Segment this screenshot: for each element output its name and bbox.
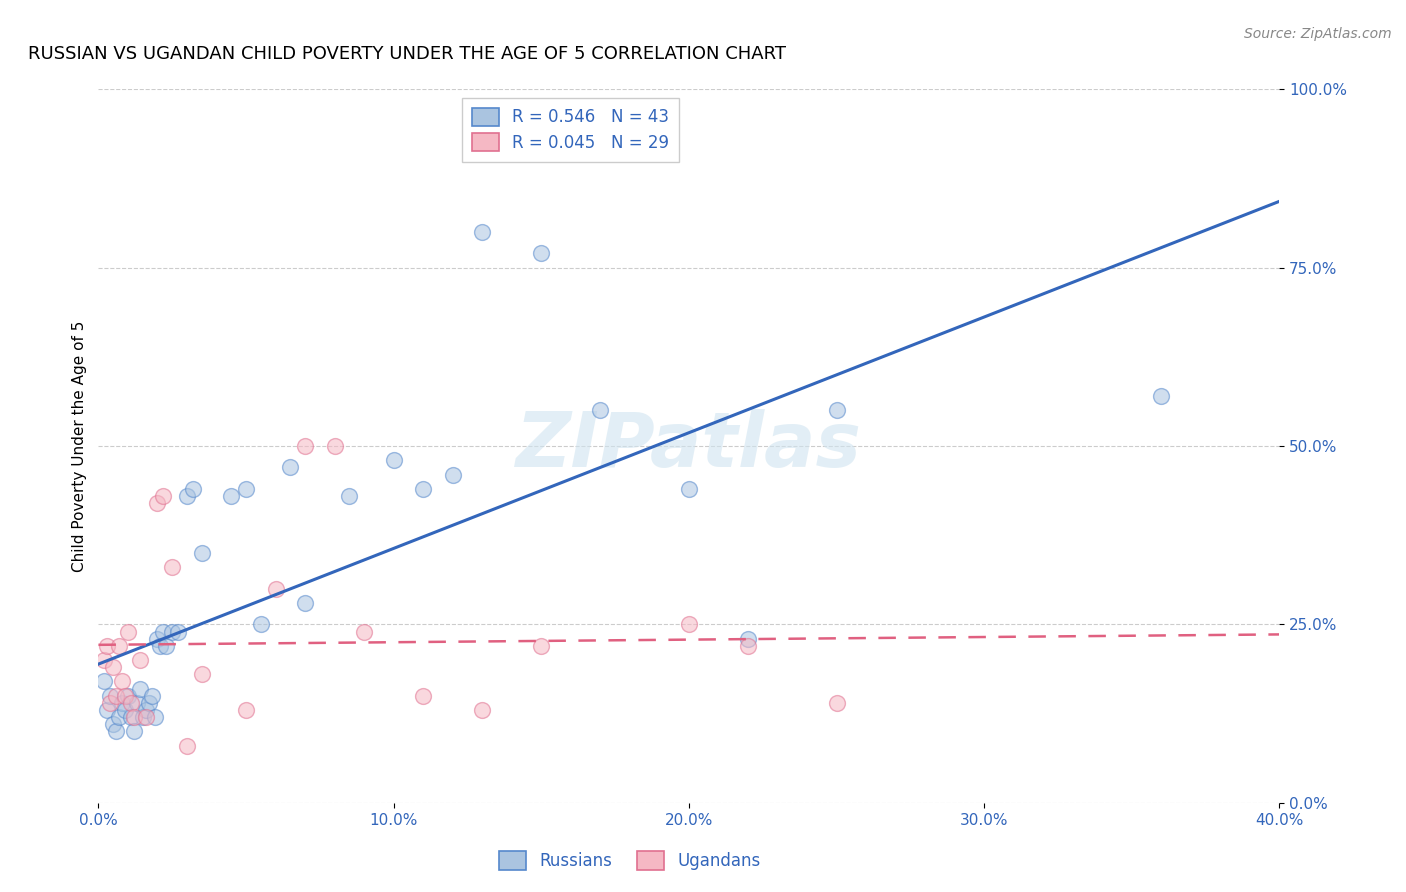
Text: Source: ZipAtlas.com: Source: ZipAtlas.com xyxy=(1244,27,1392,41)
Point xyxy=(323,439,346,453)
Point xyxy=(152,489,174,503)
Point xyxy=(120,710,142,724)
Text: ZIPatlas: ZIPatlas xyxy=(516,409,862,483)
Point xyxy=(412,482,434,496)
Point xyxy=(294,439,316,453)
Point xyxy=(111,674,134,689)
Point xyxy=(176,489,198,503)
Point xyxy=(337,489,360,503)
Point xyxy=(105,689,128,703)
Point xyxy=(93,674,115,689)
Point xyxy=(108,639,131,653)
Point xyxy=(143,710,166,724)
Point xyxy=(250,617,273,632)
Point xyxy=(122,710,145,724)
Point xyxy=(1150,389,1173,403)
Point xyxy=(825,403,848,417)
Point xyxy=(678,617,700,632)
Point xyxy=(149,639,172,653)
Point xyxy=(167,624,190,639)
Point xyxy=(141,689,163,703)
Point xyxy=(219,489,243,503)
Point xyxy=(353,624,375,639)
Point xyxy=(105,724,128,739)
Point xyxy=(530,246,553,260)
Point xyxy=(103,660,125,674)
Point xyxy=(737,632,759,646)
Point xyxy=(98,689,121,703)
Point xyxy=(737,639,759,653)
Point xyxy=(120,696,142,710)
Point xyxy=(294,596,316,610)
Point xyxy=(96,703,118,717)
Point xyxy=(162,624,183,639)
Point xyxy=(125,696,148,710)
Point xyxy=(278,460,302,475)
Point xyxy=(135,703,157,717)
Point xyxy=(152,624,174,639)
Point xyxy=(678,482,700,496)
Point xyxy=(235,703,257,717)
Point xyxy=(117,624,139,639)
Point xyxy=(128,653,150,667)
Point xyxy=(146,496,169,510)
Point xyxy=(471,225,494,239)
Point xyxy=(589,403,612,417)
Point xyxy=(122,724,145,739)
Point xyxy=(103,717,125,731)
Point xyxy=(128,681,150,696)
Point xyxy=(135,710,157,724)
Y-axis label: Child Poverty Under the Age of 5: Child Poverty Under the Age of 5 xyxy=(72,320,87,572)
Point xyxy=(412,689,434,703)
Point xyxy=(181,482,204,496)
Point xyxy=(191,667,214,681)
Point xyxy=(111,696,134,710)
Point xyxy=(191,546,214,560)
Point xyxy=(264,582,287,596)
Point xyxy=(96,639,118,653)
Point xyxy=(93,653,115,667)
Point xyxy=(825,696,848,710)
Point xyxy=(441,467,464,482)
Point xyxy=(108,710,131,724)
Legend: Russians, Ugandans: Russians, Ugandans xyxy=(489,841,770,880)
Point xyxy=(138,696,160,710)
Point xyxy=(162,560,183,574)
Point xyxy=(471,703,494,717)
Point xyxy=(235,482,257,496)
Text: RUSSIAN VS UGANDAN CHILD POVERTY UNDER THE AGE OF 5 CORRELATION CHART: RUSSIAN VS UGANDAN CHILD POVERTY UNDER T… xyxy=(28,45,786,62)
Point xyxy=(146,632,169,646)
Point xyxy=(114,689,136,703)
Point xyxy=(155,639,177,653)
Point xyxy=(98,696,121,710)
Point xyxy=(530,639,553,653)
Point xyxy=(117,689,139,703)
Point xyxy=(132,710,155,724)
Point xyxy=(382,453,405,467)
Point xyxy=(176,739,198,753)
Point xyxy=(114,703,136,717)
